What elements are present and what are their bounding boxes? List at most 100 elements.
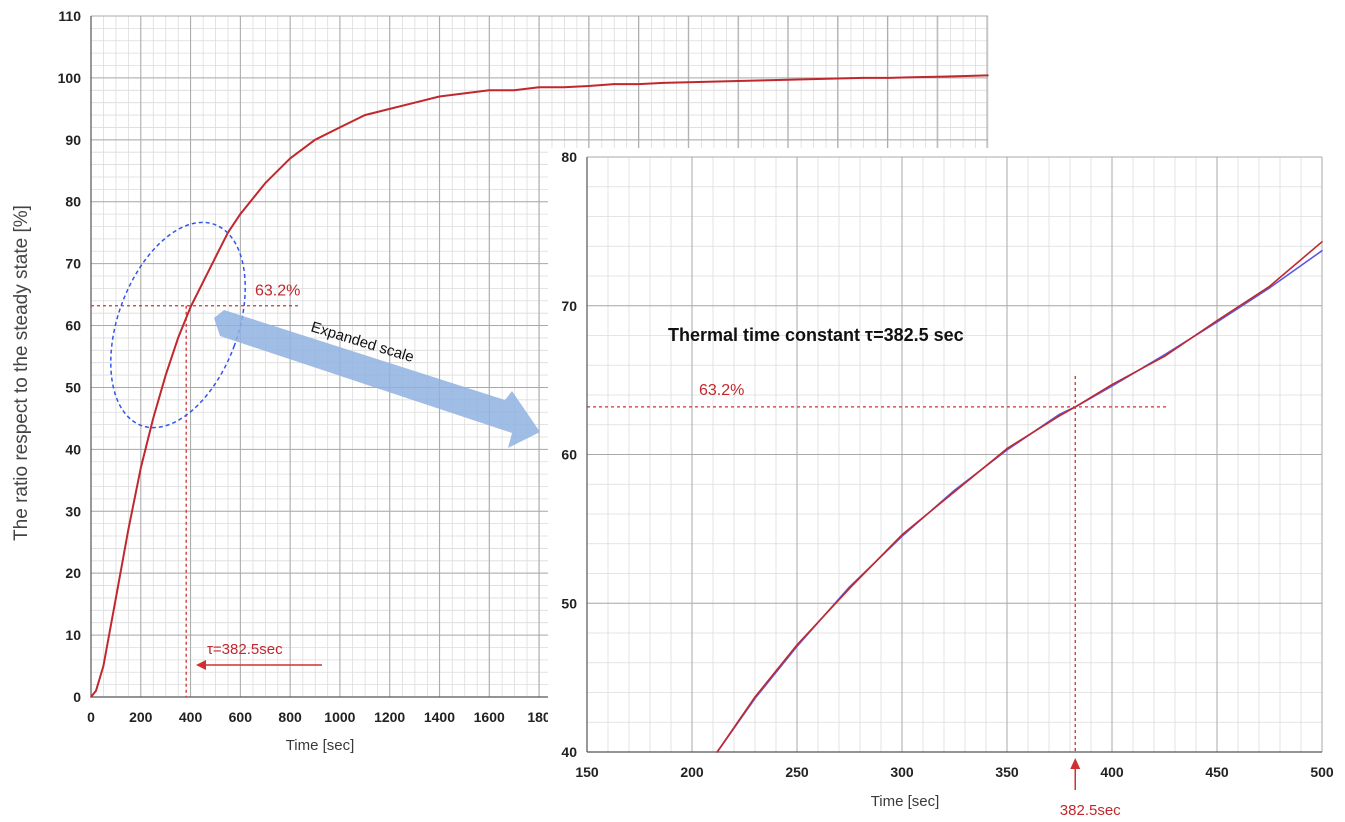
main-data-point	[687, 81, 690, 84]
main-data-point	[127, 529, 130, 531]
inset-data-point	[1006, 447, 1008, 450]
main-data-point	[662, 82, 665, 84]
main-tick-labels: 0 200 400 600 800 1000 1200 1400 1600 18001020304…	[58, 8, 551, 725]
main-y-tick-label: 60	[65, 318, 81, 334]
inset-data-point	[1058, 415, 1061, 417]
main-data-point	[961, 75, 963, 77]
inset-x-tick-label: 350	[995, 764, 1019, 780]
main-data-point	[339, 126, 341, 129]
main-data-point	[239, 213, 242, 215]
main-data-point	[139, 467, 142, 469]
expanded-scale-arrow: Expanded scale	[214, 310, 540, 448]
inset-grid	[586, 156, 1323, 753]
main-x-axis-label: Time [sec]	[286, 737, 355, 754]
main-data-point	[712, 80, 715, 83]
main-annotations: 63.2% τ=382.5sec	[91, 221, 322, 697]
main-y-tick-label: 20	[65, 565, 81, 581]
main-data-point	[264, 182, 267, 184]
main-level-label: 63.2%	[255, 283, 300, 300]
main-y-tick-label: 80	[65, 194, 81, 210]
main-x-tick-label: 200	[129, 709, 153, 725]
main-data-point	[463, 92, 466, 95]
inset-y-tick-label: 70	[561, 298, 577, 314]
main-data-point	[189, 306, 192, 308]
main-data-point	[289, 157, 291, 160]
main-data-point	[836, 77, 839, 80]
main-data-point	[538, 86, 540, 88]
main-data-point	[737, 80, 739, 82]
main-data-point	[388, 108, 391, 110]
main-data-point	[936, 75, 939, 78]
main-data-point	[152, 417, 155, 420]
main-x-tick-label: 180	[527, 709, 551, 725]
expanded-scale-arrow-shape	[214, 310, 540, 448]
inset-data-point	[796, 644, 798, 646]
main-data-point	[762, 79, 764, 82]
main-data-point	[488, 89, 491, 92]
main-data-point	[587, 85, 590, 87]
main-y-tick-label: 110	[58, 8, 81, 24]
inset-x-tick-label: 300	[890, 764, 914, 780]
inset-data-point	[1321, 249, 1323, 252]
inset-data-point	[1321, 240, 1323, 243]
inset-title: Thermal time constant τ=382.5 sec	[668, 325, 964, 345]
main-data-point	[886, 77, 889, 79]
main-data-point	[811, 78, 814, 80]
inset-background	[548, 148, 1345, 822]
inset-tau-label: 382.5sec	[1060, 802, 1121, 819]
main-tau-label: τ=382.5sec	[207, 641, 283, 658]
inset-data-point	[953, 490, 956, 493]
main-tau-arrow-head	[196, 660, 206, 670]
inset-data-point	[848, 587, 851, 590]
main-data-point	[861, 77, 864, 79]
main-data-point	[563, 86, 565, 88]
main-data-point	[637, 83, 640, 85]
inset-data-point	[716, 751, 718, 753]
main-data-point	[115, 597, 117, 599]
main-data-point	[513, 89, 515, 92]
inset-y-tick-label: 50	[561, 595, 577, 611]
main-data-point	[90, 696, 92, 698]
inset-data-point	[1111, 383, 1113, 386]
main-y-tick-label: 50	[65, 379, 81, 395]
main-data-point	[438, 95, 441, 98]
inset-data-point	[901, 534, 903, 536]
main-data-point	[164, 374, 167, 376]
inset-x-axis-label: Time [sec]	[871, 793, 940, 810]
inset-tick-labels: 150 200 250 300 350 400 450 500 40 50 60 70 80	[561, 149, 1333, 780]
inset-data-point	[1216, 319, 1218, 322]
inset-series-line-1	[716, 241, 1323, 753]
inset-y-tick-label: 60	[561, 447, 577, 463]
main-y-tick-label: 70	[65, 256, 81, 272]
main-data-point	[787, 78, 789, 81]
inset-annotations: 63.2% 382.5sec	[587, 376, 1168, 819]
inset-tau-arrow-head	[1070, 758, 1081, 769]
main-x-tick-label: 0	[87, 709, 95, 725]
inset-x-tick-label: 450	[1205, 764, 1229, 780]
main-data-point	[177, 337, 179, 339]
main-data-point	[95, 690, 97, 692]
inset-data-point	[1268, 285, 1271, 288]
main-y-tick-label: 0	[73, 689, 81, 705]
inset-data-point	[754, 696, 756, 698]
main-y-tick-label: 100	[58, 70, 82, 86]
main-y-tick-label: 30	[65, 503, 81, 519]
main-data-point	[214, 256, 217, 259]
main-x-tick-label: 1000	[324, 709, 355, 725]
main-x-tick-label: 1400	[424, 709, 455, 725]
inset-data-point	[1163, 355, 1166, 358]
main-y-tick-label: 90	[65, 132, 81, 148]
main-data-point	[363, 114, 366, 116]
main-x-tick-label: 800	[278, 709, 302, 725]
main-y-tick-label: 40	[65, 441, 81, 457]
inset-level-label: 63.2%	[699, 382, 744, 399]
main-x-tick-label: 1200	[374, 709, 405, 725]
inset-x-tick-label: 500	[1310, 764, 1334, 780]
inset-series	[716, 240, 1323, 753]
main-data-point	[314, 139, 316, 141]
inset-y-tick-label: 80	[561, 149, 577, 165]
inset-y-tick-label: 40	[561, 744, 577, 760]
main-data-point	[413, 101, 416, 104]
zoom-region-ellipse	[110, 221, 246, 429]
